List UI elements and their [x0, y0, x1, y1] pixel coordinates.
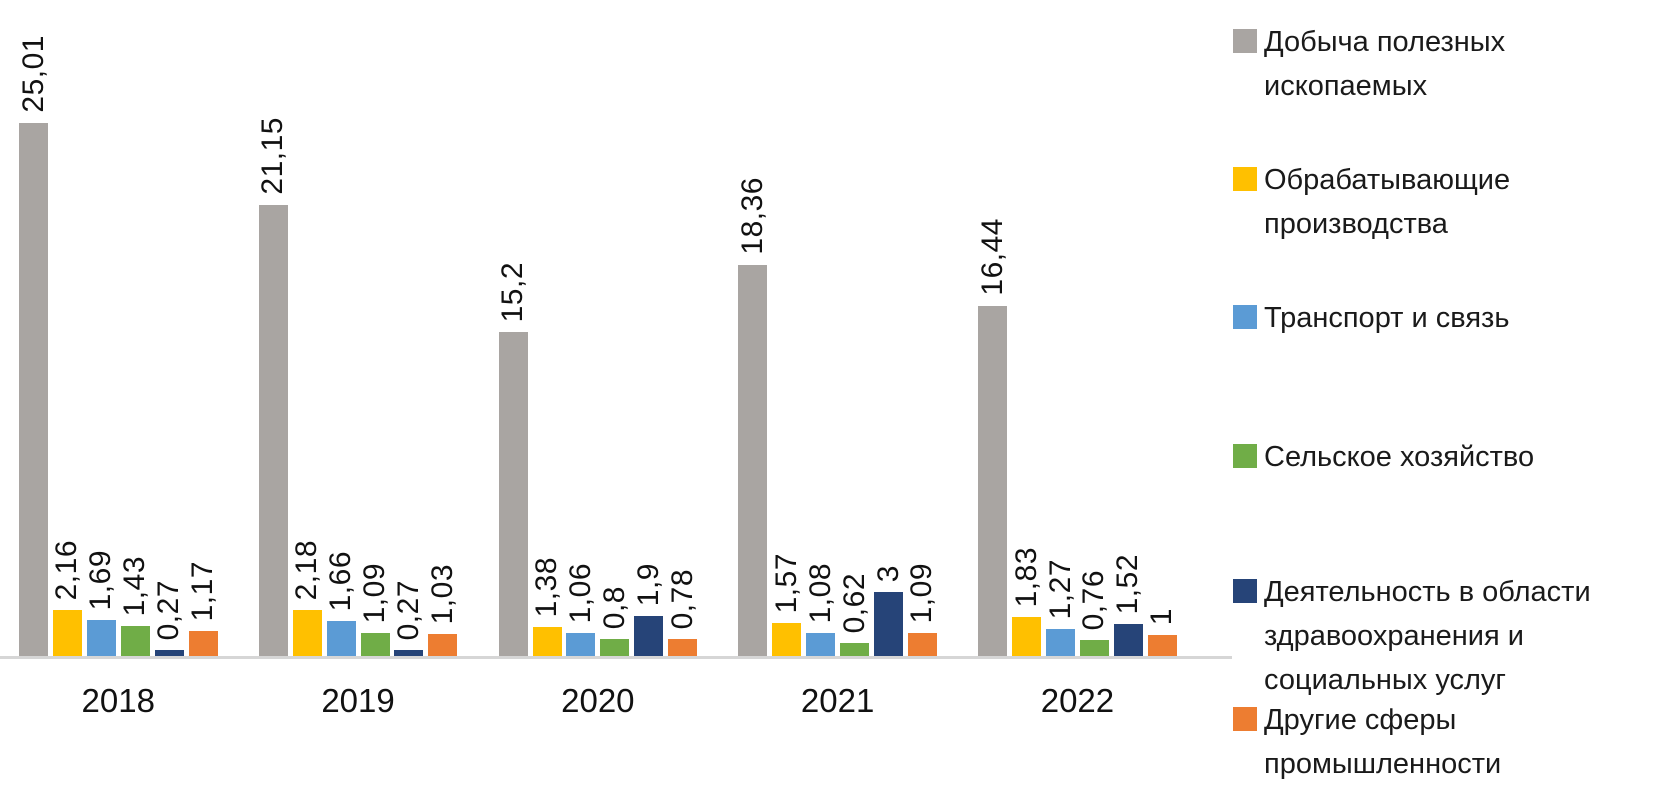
bar-value-label: 15,2: [496, 261, 530, 322]
bar-2022-series-1: [1012, 617, 1042, 656]
bar-value-label: 1,83: [1009, 546, 1043, 607]
legend-label: Другие сферы промышленности: [1264, 704, 1502, 780]
bar-value-label: 1,09: [358, 562, 391, 623]
legend-item-2: Транспорт и связь: [1233, 296, 1509, 340]
x-axis-label-2020: 2020: [561, 682, 635, 719]
bar-2020-series-3: [600, 639, 630, 656]
bar-2022-series-4: [1113, 624, 1143, 656]
bar-value-label: 1: [1145, 607, 1179, 625]
bar-2020-series-2: [566, 633, 596, 656]
bar-2020-series-1: [532, 627, 562, 656]
bar-2018-series-5: [188, 631, 218, 656]
bar-value-label: 2,16: [50, 539, 84, 600]
bar-value-label: 0,27: [152, 579, 186, 640]
legend-swatch-icon: [1233, 707, 1257, 731]
legend-swatch-icon: [1233, 29, 1257, 53]
bar-2022-series-2: [1046, 629, 1075, 656]
bar-value-label: 25,01: [16, 35, 50, 113]
legend-item-3: Сельское хозяйство: [1233, 435, 1534, 479]
x-axis-label-2022: 2022: [1040, 682, 1115, 719]
bar-value-label: 0,27: [391, 579, 425, 640]
bar-value-label: 1,08: [803, 562, 837, 623]
bar-value-label: 1,9: [631, 562, 665, 606]
bar-2019-series-3: [360, 633, 390, 656]
bar-value-label: 18,36: [735, 177, 769, 255]
bar-2020-series-4: [634, 616, 664, 656]
legend: Добыча полезных ископаемых Обрабатывающие…: [1233, 0, 1654, 806]
bar-2021-series-0: [738, 265, 768, 656]
legend-label: Транспорт и связь: [1264, 302, 1510, 334]
legend-swatch-icon: [1233, 579, 1257, 603]
bar-2020-series-5: [668, 639, 698, 656]
bar-2021-series-2: [806, 633, 836, 656]
legend-item-5: Другие сферы промышленности: [1233, 698, 1501, 786]
bar-2021-series-4: [874, 592, 903, 656]
bar-value-label: 1,09: [905, 562, 939, 623]
legend-item-1: Обрабатывающие производства: [1233, 158, 1510, 246]
bar-2019-series-0: [258, 205, 288, 656]
legend-label: Добыча полезных ископаемых: [1264, 26, 1506, 102]
bar-2020-series-0: [498, 332, 528, 656]
bar-value-label: 0,62: [837, 572, 871, 633]
legend-item-4: Деятельность в области здравоохранения и…: [1233, 570, 1591, 702]
bar-2018-series-3: [120, 626, 150, 656]
bar-value-label: 1,06: [563, 562, 597, 623]
bar-value-label: 1,52: [1111, 553, 1145, 614]
legend-item-0: Добыча полезных ископаемых: [1233, 20, 1505, 108]
bar-value-label: 3: [871, 564, 905, 582]
bar-2019-series-4: [394, 650, 424, 656]
x-axis-label-2019: 2019: [321, 682, 395, 719]
bar-value-label: 0,78: [665, 568, 699, 629]
legend-swatch-icon: [1233, 305, 1257, 329]
bar-2018-series-4: [154, 650, 184, 656]
bar-2019-series-1: [292, 610, 322, 656]
legend-swatch-icon: [1233, 167, 1257, 191]
bar-value-label: 1,66: [324, 550, 358, 611]
bar-value-label: 1,43: [118, 555, 152, 616]
bar-2022-series-5: [1147, 635, 1177, 656]
bar-2018-series-2: [86, 620, 116, 656]
legend-label: Обрабатывающие производства: [1264, 164, 1511, 240]
bar-value-label: 16,44: [975, 218, 1009, 296]
bar-value-label: 1,03: [425, 563, 459, 624]
bar-2018-series-1: [52, 610, 82, 656]
bar-value-label: 0,76: [1077, 569, 1111, 630]
bar-2019-series-2: [326, 621, 356, 656]
bar-2021-series-3: [840, 643, 870, 656]
legend-swatch-icon: [1233, 444, 1257, 468]
bar-value-label: 1,69: [84, 549, 118, 610]
bar-2022-series-0: [978, 306, 1008, 656]
bar-value-label: 2,18: [290, 539, 324, 600]
bar-value-label: 1,57: [769, 552, 803, 613]
x-axis-line: [0, 656, 1232, 659]
plot-area: 25,01 2,16 1,69 1,43 0,27 1,17 21,15 2,18 1,66 1,…: [0, 35, 1232, 719]
bar-2021-series-1: [772, 623, 802, 656]
bar-2018-series-0: [19, 123, 48, 656]
x-axis-label-2018: 2018: [81, 682, 155, 719]
x-axis-label-2021: 2021: [800, 682, 875, 719]
legend-label: Сельское хозяйство: [1264, 441, 1535, 473]
bar-2019-series-5: [428, 634, 458, 656]
bar-2022-series-3: [1079, 640, 1109, 656]
bar-value-label: 1,38: [530, 556, 563, 617]
bar-value-label: 1,27: [1043, 558, 1077, 619]
bar-value-label: 1,17: [186, 560, 219, 621]
bar-value-label: 0,8: [597, 585, 631, 629]
legend-label: Деятельность в области здравоохранения и…: [1264, 576, 1591, 696]
bar-2021-series-5: [907, 633, 937, 656]
bar-value-label: 21,15: [256, 117, 290, 195]
